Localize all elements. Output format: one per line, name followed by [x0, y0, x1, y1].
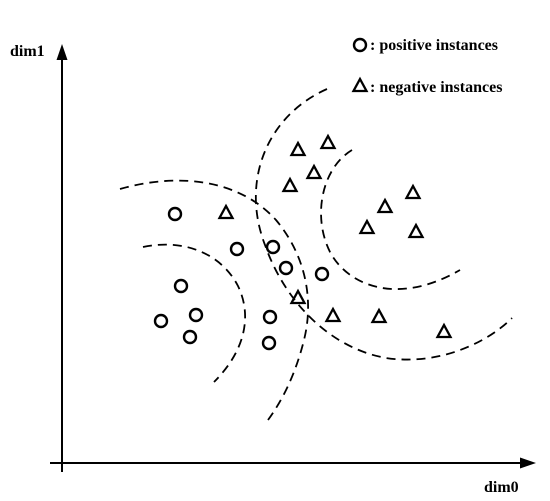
negative-instance-3 — [305, 163, 323, 180]
negative-instance-8 — [358, 218, 376, 235]
legend: : positive instances : negative instance… — [351, 37, 502, 96]
x-axis-label: dim0 — [484, 479, 519, 496]
negative-instance-12 — [370, 307, 388, 324]
positive-instance-11 — [261, 335, 277, 351]
x-axis-arrow-icon — [520, 457, 536, 469]
negative-instances — [217, 133, 453, 339]
legend-circle-icon — [352, 37, 368, 53]
y-axis-label: dim1 — [10, 43, 45, 60]
right-inner-boundary — [320, 149, 461, 290]
left-inner-boundary — [142, 243, 246, 383]
negative-instance-6 — [404, 183, 422, 200]
negative-instance-9 — [407, 222, 425, 239]
positive-instance-3 — [265, 239, 281, 255]
negative-instance-4 — [281, 176, 299, 193]
positive-instance-4 — [278, 260, 294, 276]
positive-instance-7 — [188, 307, 204, 323]
positive-instance-9 — [182, 329, 198, 345]
negative-instance-11 — [324, 306, 342, 323]
positive-instance-5 — [314, 266, 330, 282]
positive-instance-1 — [167, 206, 183, 222]
negative-instance-13 — [435, 322, 453, 339]
positive-instance-10 — [262, 309, 278, 325]
legend-positive-label: : positive instances — [370, 37, 498, 54]
axes — [50, 44, 536, 472]
left-outer-boundary — [119, 179, 309, 421]
legend-negative-label: : negative instances — [370, 79, 502, 96]
positive-instance-6 — [173, 278, 189, 294]
negative-instance-10 — [289, 288, 307, 305]
decision-boundaries — [119, 88, 513, 421]
positive-instances — [153, 206, 330, 351]
negative-instance-5 — [217, 203, 235, 220]
right-outer-boundary — [254, 88, 513, 361]
negative-instance-2 — [319, 133, 337, 150]
positive-instance-8 — [153, 313, 169, 329]
y-axis-arrow-icon — [56, 44, 68, 60]
legend-triangle-icon — [351, 76, 369, 93]
negative-instance-1 — [289, 140, 307, 157]
negative-instance-7 — [376, 197, 394, 214]
positive-instance-2 — [229, 241, 245, 257]
